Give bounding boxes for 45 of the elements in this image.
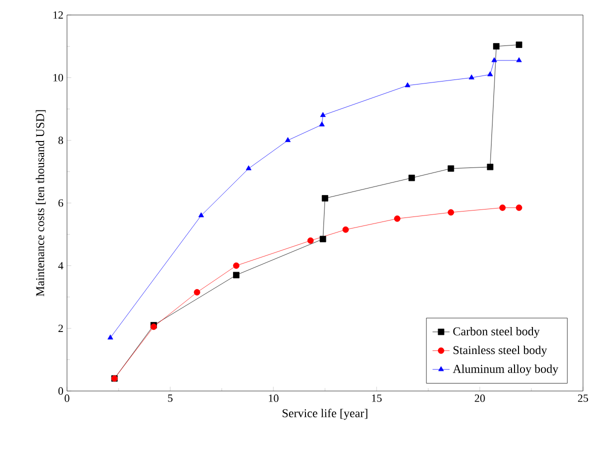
y-tick-label: 0 xyxy=(58,387,64,395)
point xyxy=(493,43,500,50)
point xyxy=(499,204,506,211)
point xyxy=(108,334,114,340)
point xyxy=(516,42,522,48)
y-tick-label: 6 xyxy=(58,199,64,207)
point xyxy=(487,71,493,76)
point xyxy=(516,204,522,211)
point xyxy=(486,164,494,170)
point xyxy=(198,212,204,218)
legend-label: Stainless steel body xyxy=(454,346,548,357)
point xyxy=(233,272,240,278)
point xyxy=(319,121,325,126)
point xyxy=(285,137,291,142)
y-tick-label: 10 xyxy=(53,74,64,82)
point xyxy=(408,174,415,182)
point xyxy=(468,74,474,80)
point xyxy=(448,209,454,216)
x-tick-label: 10 xyxy=(268,394,278,402)
y-tick-label: 8 xyxy=(58,136,64,144)
point xyxy=(491,57,498,62)
point xyxy=(322,195,328,202)
y-axis-title: Maintenance costs [ten thousand USD] xyxy=(36,110,46,296)
legend-label: Aluminum alloy body xyxy=(452,364,558,376)
point xyxy=(394,215,400,222)
x-tick-label: 5 xyxy=(168,394,173,402)
point xyxy=(194,289,200,296)
x-tick-label: 25 xyxy=(578,394,588,402)
y-tick-label: 2 xyxy=(58,324,63,332)
point xyxy=(404,82,410,88)
point xyxy=(307,237,314,244)
y-tick-label: 12 xyxy=(53,11,63,19)
y-tick-label: 4 xyxy=(58,262,64,270)
x-tick-label: 0 xyxy=(64,394,70,402)
x-tick-label: 15 xyxy=(372,394,382,402)
legend-label: Carbon steel body xyxy=(453,327,540,338)
point xyxy=(516,57,522,62)
x-axis-title: Service life [year] xyxy=(282,408,368,420)
point xyxy=(448,165,454,172)
point xyxy=(233,262,240,269)
x-tick-label: 20 xyxy=(474,394,485,402)
point xyxy=(320,236,326,242)
point xyxy=(342,226,349,233)
point xyxy=(246,165,252,170)
point xyxy=(320,112,326,117)
